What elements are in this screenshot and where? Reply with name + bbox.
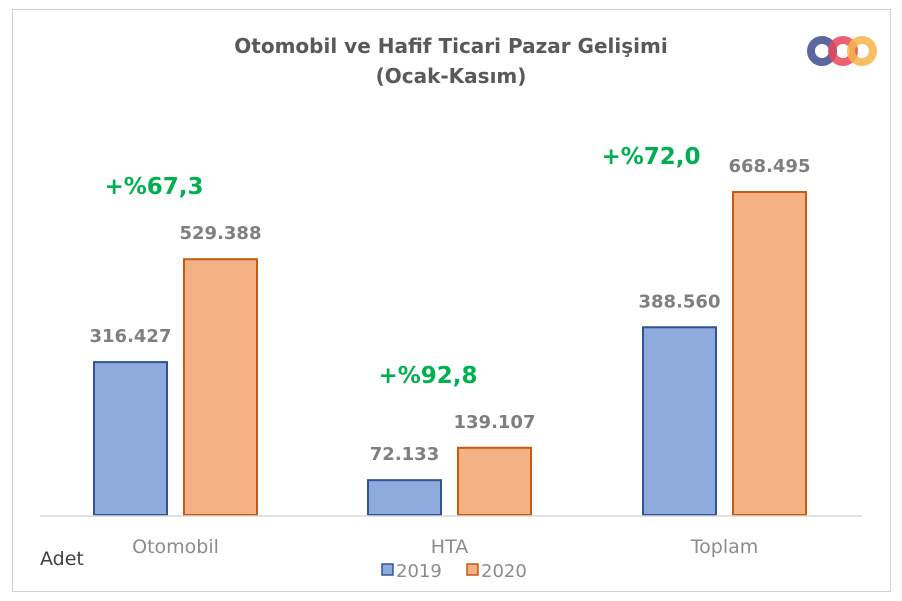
growth-label: +%67,3 xyxy=(104,174,203,200)
data-label: 529.388 xyxy=(180,223,262,244)
legend-label: 2019 xyxy=(396,561,442,582)
chart-title: Otomobil ve Hafif Ticari Pazar Gelişimi xyxy=(234,34,668,58)
bar-2019-hta xyxy=(367,479,442,517)
x-tick-label: Toplam xyxy=(690,536,759,558)
legend-label: 2020 xyxy=(481,561,527,582)
legend-swatch-2019 xyxy=(381,563,394,576)
data-label: 72.133 xyxy=(370,444,439,465)
legend-swatch-2020 xyxy=(466,563,479,576)
growth-label: +%92,8 xyxy=(378,363,477,389)
bar-2020-otomobil xyxy=(183,258,258,516)
unit-label: Adet xyxy=(40,548,84,570)
x-tick-label: Otomobil xyxy=(132,536,219,558)
bar-2019-otomobil xyxy=(93,361,168,516)
growth-label: +%72,0 xyxy=(601,144,700,170)
data-label: 139.107 xyxy=(454,412,536,433)
bar-2020-toplam xyxy=(732,191,807,516)
chart-frame xyxy=(12,9,891,592)
logo-ring-icon xyxy=(847,36,877,66)
data-label: 316.427 xyxy=(90,326,172,347)
bar-2019-toplam xyxy=(642,326,717,516)
x-tick-label: HTA xyxy=(431,536,468,558)
data-label: 668.495 xyxy=(729,156,811,177)
chart-subtitle: (Ocak-Kasım) xyxy=(375,64,527,88)
data-label: 388.560 xyxy=(639,291,721,312)
bar-2020-hta xyxy=(457,446,532,516)
